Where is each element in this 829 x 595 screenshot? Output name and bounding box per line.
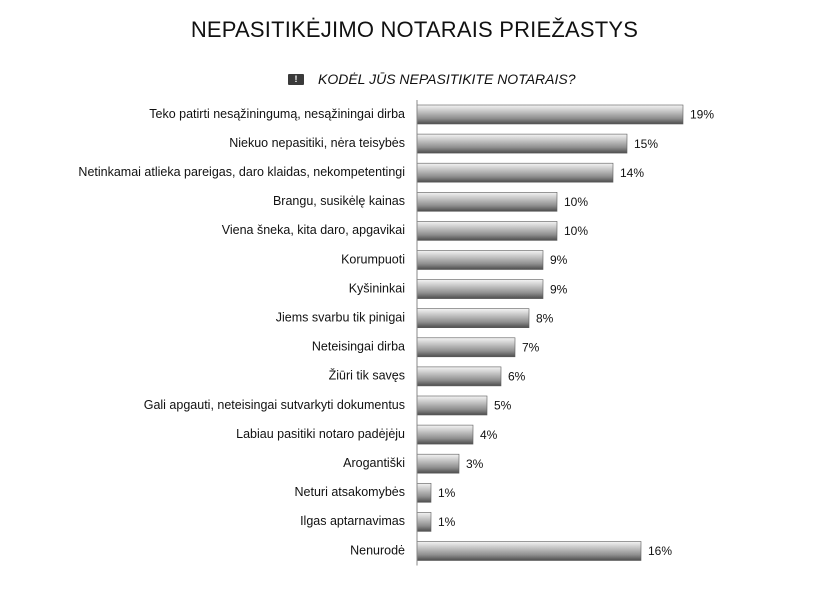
category-label: Netinkamai atlieka pareigas, daro klaida… xyxy=(78,165,405,179)
category-label: Nenurodė xyxy=(350,543,405,557)
chart-title: NEPASITIKĖJIMO NOTARAIS PRIEŽASTYS xyxy=(190,17,639,42)
bars-layer: Teko patirti nesąžiningumą, nesąžiningai… xyxy=(78,104,714,561)
data-label: 15% xyxy=(634,137,658,151)
legend-label: KODĖL JŪS NEPASITIKITE NOTARAIS? xyxy=(318,71,576,87)
data-label: 1% xyxy=(438,515,456,529)
data-label: 14% xyxy=(620,166,644,180)
category-label: Žiūri tik savęs xyxy=(329,368,405,383)
category-label: Korumpuoti xyxy=(341,252,405,266)
bar xyxy=(416,366,502,387)
category-label: Labiau pasitiki notaro padėjėju xyxy=(236,427,405,441)
category-label: Gali apgauti, neteisingai sutvarkyti dok… xyxy=(144,398,405,412)
category-label: Arogantiški xyxy=(343,456,405,470)
category-label: Neteisingai dirba xyxy=(312,340,405,354)
data-label: 19% xyxy=(690,108,714,122)
bar xyxy=(416,395,488,416)
bar xyxy=(416,424,474,445)
legend-swatch: ! xyxy=(288,73,304,85)
data-label: 4% xyxy=(480,428,498,442)
data-label: 1% xyxy=(438,486,456,500)
legend: ! KODĖL JŪS NEPASITIKITE NOTARAIS? xyxy=(288,71,576,87)
bar xyxy=(416,192,558,212)
data-label: 9% xyxy=(550,253,568,267)
category-label: Ilgas aptarnavimas xyxy=(300,514,405,528)
legend-icon: ! xyxy=(294,73,298,84)
bar xyxy=(416,279,544,299)
data-label: 8% xyxy=(536,311,554,325)
category-label: Niekuo nepasitiki, nėra teisybės xyxy=(229,136,405,150)
bar xyxy=(416,512,432,532)
category-label: Teko patirti nesąžiningumą, nesąžiningai… xyxy=(149,107,405,121)
bar xyxy=(416,308,530,329)
category-label: Viena šneka, kita daro, apgavikai xyxy=(222,223,405,237)
data-label: 6% xyxy=(508,370,526,384)
category-label: Brangu, susikėlę kainas xyxy=(273,194,405,208)
data-label: 10% xyxy=(564,224,588,238)
data-label: 16% xyxy=(648,544,672,558)
data-label: 10% xyxy=(564,195,588,209)
bar xyxy=(416,250,544,270)
data-label: 5% xyxy=(494,399,512,413)
bar xyxy=(416,104,684,125)
category-label: Jiems svarbu tik pinigai xyxy=(276,310,405,324)
category-label: Neturi atsakomybės xyxy=(295,485,405,499)
bar xyxy=(416,337,516,358)
bar xyxy=(416,482,432,503)
bar xyxy=(416,133,628,154)
data-label: 9% xyxy=(550,282,568,296)
bar xyxy=(416,221,558,241)
bar xyxy=(416,453,460,474)
category-label: Kyšininkai xyxy=(349,281,405,295)
data-label: 7% xyxy=(522,340,540,354)
bar xyxy=(416,541,642,561)
bar xyxy=(416,162,614,183)
data-label: 3% xyxy=(466,457,484,471)
